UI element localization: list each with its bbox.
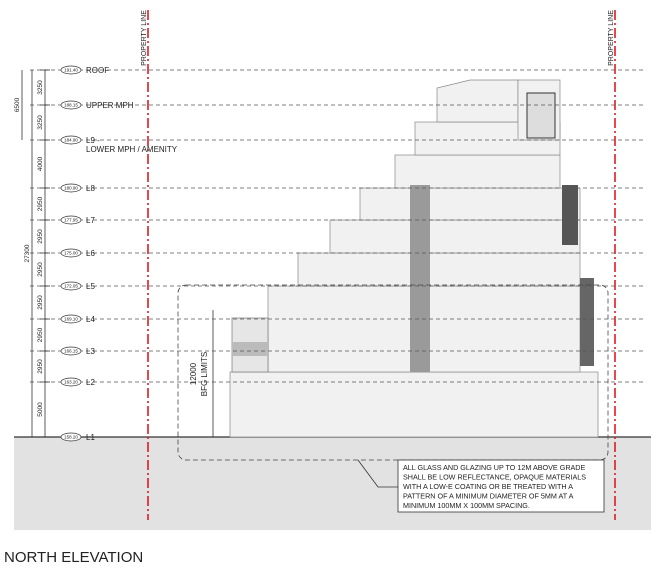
elevation: 175.00 [64, 251, 78, 256]
elevation-marker [60, 183, 82, 193]
level-label: L6 [86, 249, 95, 258]
overall-dimension: 27300 [24, 244, 31, 262]
property-line-label: PROPERTY LINE [141, 10, 148, 66]
elevation: 163.20 [64, 380, 78, 385]
bfg-dimension: 12000 [189, 362, 198, 385]
floor-dimension: 2950 [37, 229, 44, 244]
overall-dimension: 6500 [14, 97, 21, 112]
elevation: 188.15 [64, 103, 78, 108]
elevation: 184.90 [64, 138, 78, 143]
elevation-marker [60, 100, 82, 110]
level-label: L5 [86, 282, 95, 291]
floor-dimension: 2950 [37, 196, 44, 211]
property-line-label: PROPERTY LINE [608, 10, 615, 66]
floor-dimension: 4000 [37, 156, 44, 171]
bfg-boundary [177, 284, 609, 461]
elevation: 166.15 [64, 349, 78, 354]
elevation: 191.40 [64, 68, 78, 73]
level-label: L8 [86, 184, 95, 193]
building [229, 79, 599, 438]
floor-dimension: 3250 [37, 80, 44, 95]
elevation-marker [60, 377, 82, 387]
elevation-marker [60, 65, 82, 75]
elevation-marker [60, 281, 82, 291]
floor-dimension: 2950 [37, 262, 44, 277]
level-label: ROOF [86, 66, 109, 75]
floor-dimension: 5000 [37, 402, 44, 417]
note-line: PATTERN OF A MINIMUM DIAMETER OF 5MM AT … [403, 492, 574, 501]
elevation: 169.10 [64, 317, 78, 322]
floor-dimension: 2950 [37, 359, 44, 374]
level-label: UPPER MPH [86, 101, 134, 110]
elevation: 180.90 [64, 186, 78, 191]
elevation-marker [60, 248, 82, 258]
elevation-marker [60, 346, 82, 356]
label-line: LOWER MPH / AMENITY [86, 145, 178, 154]
elevation: 172.05 [64, 284, 78, 289]
leader [357, 459, 398, 488]
note-line: ALL GLASS AND GLAZING UP TO 12M ABOVE GR… [403, 463, 585, 472]
elevation-marker [60, 432, 82, 442]
note-line: SHALL BE LOW REFLECTANCE, OPAQUE MATERIA… [403, 473, 586, 482]
elevation: 158.20 [64, 435, 78, 440]
elevation-marker [60, 215, 82, 225]
level-label: L2 [86, 378, 95, 387]
level-label: L7 [86, 216, 95, 225]
label-line: L9 - [86, 136, 100, 145]
level-label: L3 [86, 347, 95, 356]
elevation-marker [60, 314, 82, 324]
note-line: WITH A LOW-E COATING OR BE TREATED WITH … [403, 482, 573, 491]
elevation-marker [60, 135, 82, 145]
elevation: 177.95 [64, 218, 78, 223]
level-label: L9 -LOWER MPH / AMENITY [86, 136, 178, 154]
floor-dimension: 2950 [37, 327, 44, 342]
bfg-label: BFG LIMITS [200, 352, 209, 396]
level-label: L4 [86, 315, 95, 324]
drawing-title: NORTH ELEVATION [4, 549, 143, 566]
note-box [397, 459, 605, 513]
note-line: MINIMUM 100MM X 100MM SPACING. [403, 501, 530, 510]
floor-dimension: 2950 [37, 295, 44, 310]
floor-dimension: 3250 [37, 115, 44, 130]
level-label: L1 [86, 433, 95, 442]
